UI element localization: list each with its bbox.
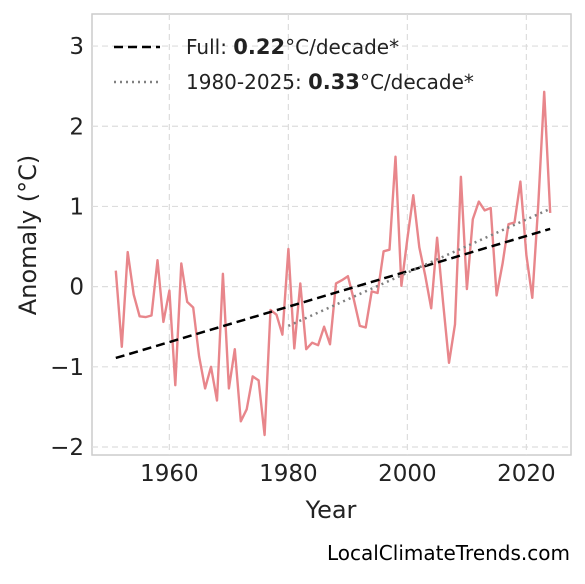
x-tick-label: 1980: [259, 461, 318, 487]
y-axis-ticks: −2 −1 0 1 2 3: [50, 34, 84, 461]
y-tick-label: −2: [50, 435, 84, 461]
y-tick-label: 2: [69, 114, 84, 140]
legend-value: 0.33: [308, 70, 360, 94]
legend-label-recent-trend: 1980-2025: 0.33°C/decade*: [186, 70, 474, 94]
y-tick-label: 3: [69, 34, 84, 60]
y-tick-label: −1: [50, 355, 84, 381]
x-axis-ticks: 1960 1980 2000 2020: [140, 461, 556, 487]
x-tick-label: 2000: [378, 461, 437, 487]
series-line: [114, 90, 552, 437]
legend-suffix: °C/decade*: [360, 70, 474, 94]
trend-lines-group: [115, 207, 551, 360]
x-axis-label: Year: [305, 496, 357, 524]
legend-prefix: 1980-2025:: [186, 70, 308, 94]
legend-suffix: °C/decade*: [285, 35, 399, 59]
watermark-text: LocalClimateTrends.com: [327, 541, 570, 565]
x-tick-label: 1960: [140, 461, 199, 487]
series-group: [114, 90, 552, 437]
legend-prefix: Full:: [186, 35, 233, 59]
legend: Full: 0.22°C/decade* 1980-2025: 0.33°C/d…: [114, 35, 474, 94]
y-tick-label: 0: [69, 275, 84, 301]
legend-value: 0.22: [233, 35, 285, 59]
y-axis-label: Anomaly (°C): [14, 155, 42, 315]
legend-label-full-trend: Full: 0.22°C/decade*: [186, 35, 399, 59]
y-tick-label: 1: [69, 194, 84, 220]
full-trend-line: [115, 227, 551, 360]
x-tick-label: 2020: [497, 461, 556, 487]
